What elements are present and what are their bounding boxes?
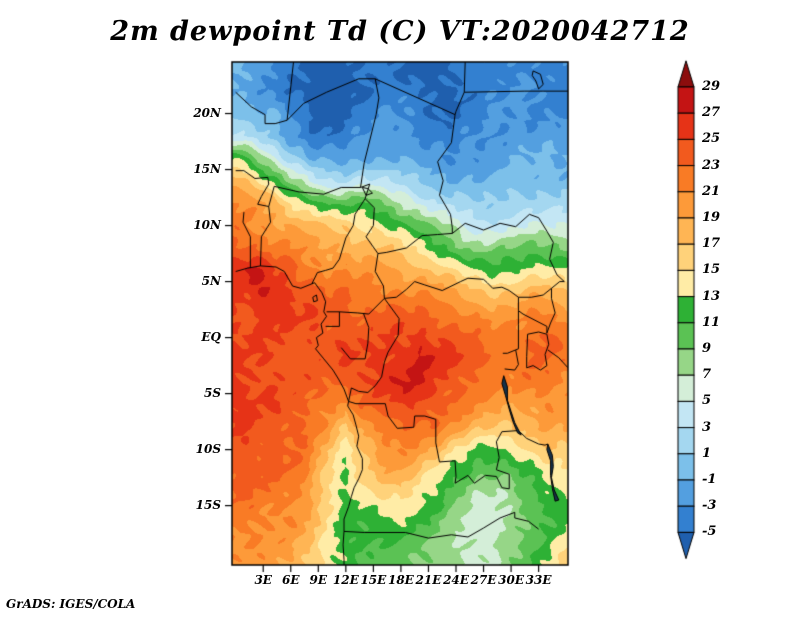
lon-tick-label: 30E	[498, 573, 524, 587]
lon-tick-label: 3E	[254, 573, 272, 587]
lat-tick-label: 20N	[193, 105, 221, 120]
colorbar-tick-label: -3	[702, 498, 717, 514]
grads-credit: GrADS: IGES/COLA	[6, 597, 136, 611]
lat-tick-label: EQ	[201, 329, 221, 344]
lat-tick-label: 5S	[203, 385, 221, 400]
lat-tick-label: 5N	[201, 273, 221, 288]
colorbar-tick-label: 15	[702, 262, 721, 278]
colorbar-tick-label: 9	[702, 341, 712, 356]
lat-tick-label: 10S	[195, 441, 221, 456]
colorbar-tick-label: 21	[702, 183, 721, 199]
colorbar-tick-label: 3	[702, 419, 712, 435]
colorbar-tick-label: 27	[702, 105, 721, 121]
lon-tick-label: 6E	[282, 573, 300, 587]
lon-tick-label: 15E	[360, 573, 387, 587]
colorbar-tick-label: 17	[702, 236, 721, 252]
colorbar-tick-label: 5	[702, 393, 712, 409]
colorbar-tick-label: 1	[702, 445, 712, 461]
lat-tick-label: 10N	[193, 217, 221, 232]
colorbar-tick-label: 7	[702, 367, 712, 383]
lon-tick-label: 33E	[525, 573, 552, 587]
colorbar-tick-label: 19	[702, 210, 721, 225]
plot-title: 2m dewpoint Td (C) VT:2020042712	[110, 16, 690, 47]
lon-tick-label: 12E	[332, 573, 359, 587]
lon-tick-label: 18E	[387, 573, 414, 587]
lat-tick-label: 15S	[195, 497, 221, 512]
colorbar-tick-label: -5	[702, 524, 717, 540]
colorbar-tick-label: 13	[702, 288, 721, 304]
colorbar-tick-label: -1	[702, 472, 717, 487]
colorbar-tick-label: 11	[702, 314, 721, 330]
colorbar-tick-label: 29	[702, 79, 721, 94]
lon-tick-label: 21E	[415, 573, 442, 587]
lat-tick-label: 15N	[193, 161, 221, 176]
colorbar-tick-label: 25	[702, 131, 721, 147]
lon-tick-label: 24E	[443, 573, 469, 587]
lon-tick-label: 9E	[309, 573, 328, 587]
colorbar-tick-label: 23	[702, 157, 721, 173]
lon-tick-label: 27E	[470, 573, 497, 587]
